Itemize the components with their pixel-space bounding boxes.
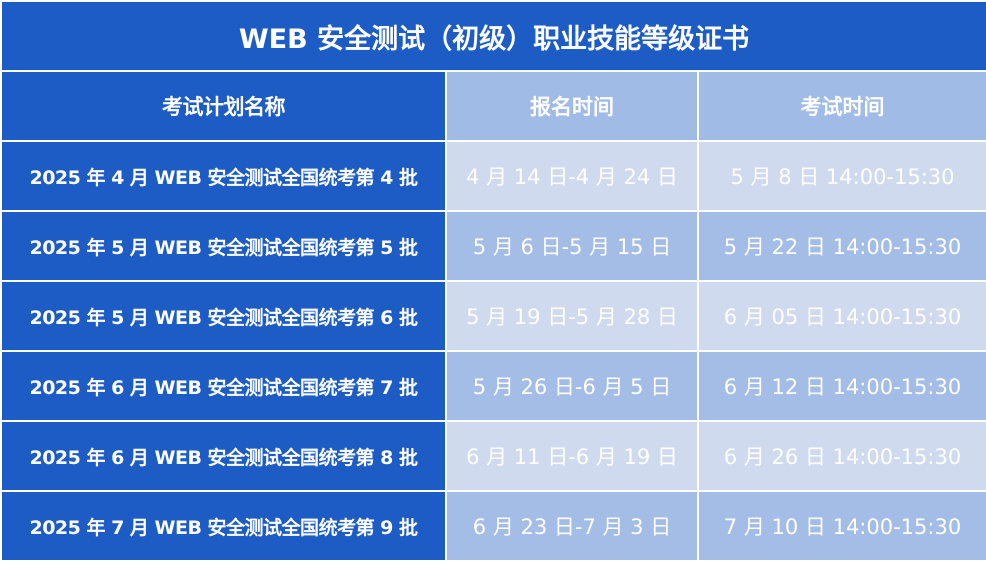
exam-time: 7 月 10 日 14:00-15:30 — [696, 490, 986, 562]
exam-time: 6 月 12 日 14:00-15:30 — [696, 350, 986, 422]
table-row: 2025 年 5 月 WEB 安全测试全国统考第 6 批 5 月 19 日-5 … — [0, 280, 986, 352]
registration-time: 6 月 11 日-6 月 19 日 — [445, 420, 699, 492]
plan-name: 2025 年 5 月 WEB 安全测试全国统考第 5 批 — [0, 210, 447, 282]
registration-time: 4 月 14 日-4 月 24 日 — [445, 140, 699, 212]
header-plan-name: 考试计划名称 — [0, 70, 447, 142]
plan-name: 2025 年 5 月 WEB 安全测试全国统考第 6 批 — [0, 280, 447, 352]
exam-time: 6 月 05 日 14:00-15:30 — [696, 280, 986, 352]
exam-time: 6 月 26 日 14:00-15:30 — [696, 420, 986, 492]
plan-name: 2025 年 7 月 WEB 安全测试全国统考第 9 批 — [0, 490, 447, 562]
header-registration-time: 报名时间 — [445, 70, 699, 142]
plan-name: 2025 年 6 月 WEB 安全测试全国统考第 7 批 — [0, 350, 447, 422]
table-row: 2025 年 7 月 WEB 安全测试全国统考第 9 批 6 月 23 日-7 … — [0, 490, 986, 562]
registration-time: 5 月 26 日-6 月 5 日 — [445, 350, 699, 422]
registration-time: 6 月 23 日-7 月 3 日 — [445, 490, 699, 562]
plan-name: 2025 年 6 月 WEB 安全测试全国统考第 8 批 — [0, 420, 447, 492]
plan-name: 2025 年 4 月 WEB 安全测试全国统考第 4 批 — [0, 140, 447, 212]
registration-time: 5 月 19 日-5 月 28 日 — [445, 280, 699, 352]
table-row: 2025 年 6 月 WEB 安全测试全国统考第 7 批 5 月 26 日-6 … — [0, 350, 986, 422]
table-title: WEB 安全测试（初级）职业技能等级证书 — [0, 0, 986, 72]
table-row: 2025 年 5 月 WEB 安全测试全国统考第 5 批 5 月 6 日-5 月… — [0, 210, 986, 282]
exam-time: 5 月 8 日 14:00-15:30 — [696, 140, 986, 212]
table-row: 2025 年 4 月 WEB 安全测试全国统考第 4 批 4 月 14 日-4 … — [0, 140, 986, 212]
header-exam-time: 考试时间 — [696, 70, 986, 142]
exam-time: 5 月 22 日 14:00-15:30 — [696, 210, 986, 282]
table-row: 2025 年 6 月 WEB 安全测试全国统考第 8 批 6 月 11 日-6 … — [0, 420, 986, 492]
registration-time: 5 月 6 日-5 月 15 日 — [445, 210, 699, 282]
